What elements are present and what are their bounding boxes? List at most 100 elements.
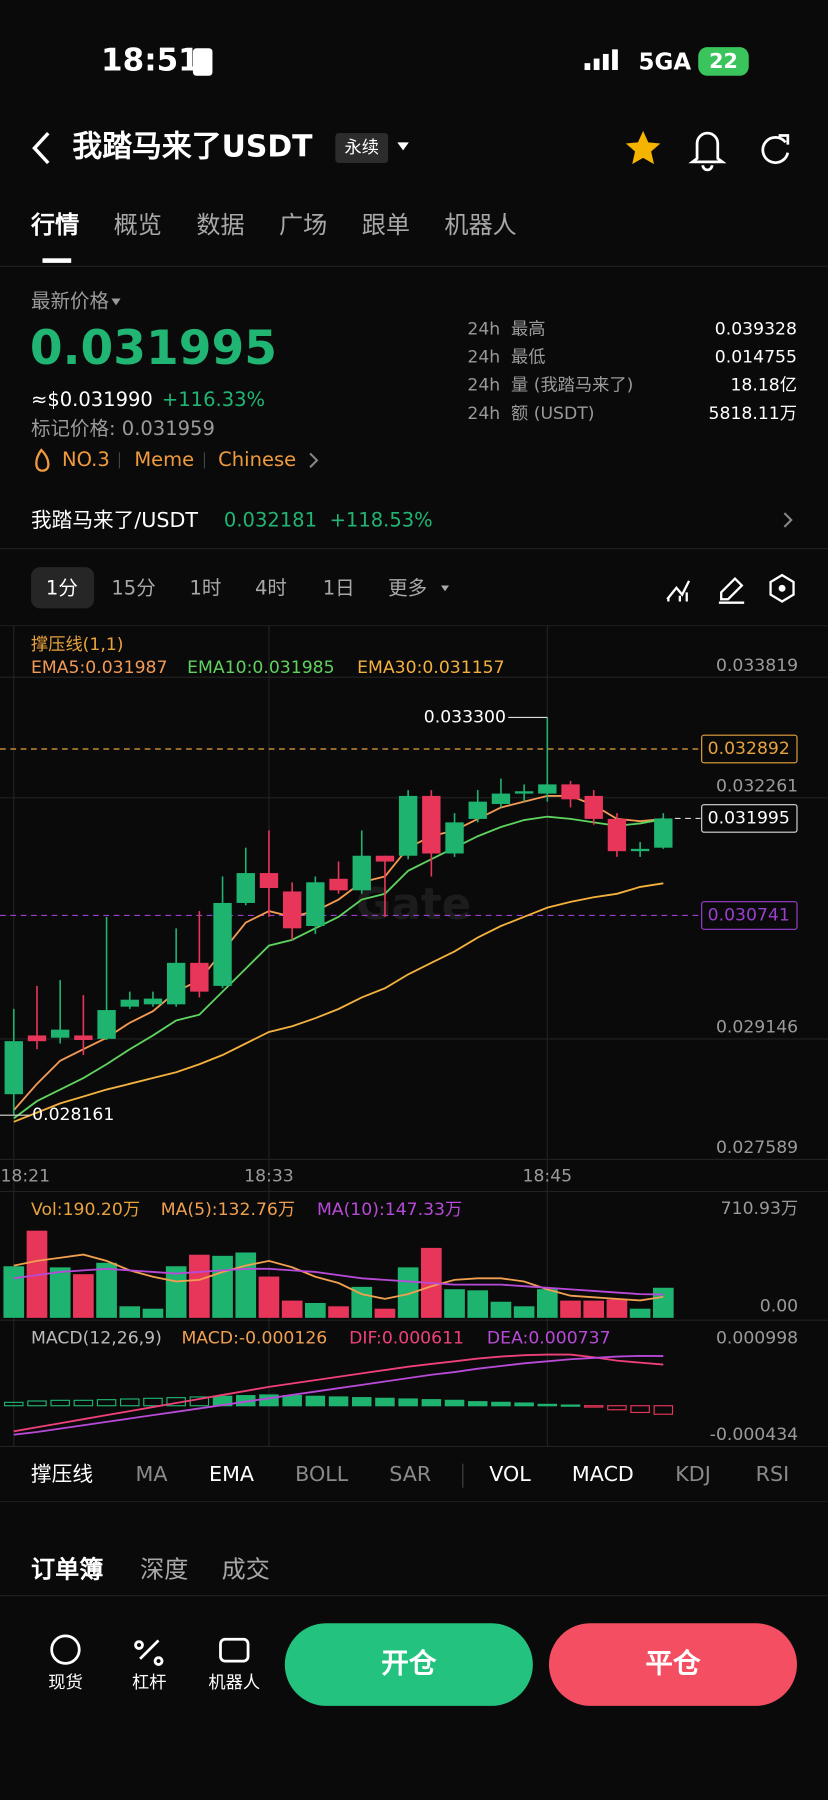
tab[interactable]: 数据 xyxy=(196,211,244,239)
volume-bar xyxy=(3,1266,25,1318)
battery xyxy=(698,47,749,76)
stat-value: 5818.11万 xyxy=(709,404,797,424)
price-level-label: 0.032892 xyxy=(708,739,790,759)
tab[interactable]: 机器人 xyxy=(444,211,516,239)
candle-body xyxy=(213,902,232,986)
open-button[interactable] xyxy=(284,1623,533,1706)
interval[interactable]: 更多 xyxy=(388,576,427,599)
spot-pair[interactable]: 我踏马来了/USDT xyxy=(31,508,198,532)
signal-icon xyxy=(584,49,618,71)
volume-bar xyxy=(212,1255,233,1318)
indicator-tab[interactable]: BOLL xyxy=(295,1462,349,1486)
draw-button[interactable] xyxy=(718,576,745,604)
x-tick-label: 18:33 xyxy=(244,1167,294,1187)
volume-bar xyxy=(606,1299,628,1318)
indicator-tab[interactable]: EMA xyxy=(209,1462,254,1486)
share-button[interactable] xyxy=(761,134,790,164)
usd-price: ≈$0.031990 xyxy=(31,388,153,411)
tag-box xyxy=(335,133,389,164)
stat-period: 24h xyxy=(467,376,500,396)
settings-dot xyxy=(778,584,786,592)
margin-icon[interactable] xyxy=(134,1639,164,1666)
macd-bar xyxy=(27,1400,47,1407)
legend-entry: Vol:190.20万 xyxy=(31,1200,140,1220)
candle-body xyxy=(375,855,395,862)
interval[interactable]: 4时 xyxy=(255,576,287,599)
candle-body xyxy=(4,1041,23,1095)
fire-icon xyxy=(35,448,50,472)
x-tick-label: 18:21 xyxy=(0,1167,50,1187)
interval[interactable]: 15分 xyxy=(111,576,155,599)
candle-body xyxy=(468,801,487,819)
tab[interactable]: 跟单 xyxy=(362,211,410,239)
favorite-star[interactable] xyxy=(625,130,661,165)
tab[interactable]: 广场 xyxy=(279,211,327,239)
tab[interactable]: 行情 xyxy=(30,211,79,239)
stat-value: 18.18亿 xyxy=(730,376,797,396)
volume-bar xyxy=(490,1301,512,1318)
candle-body xyxy=(50,1029,70,1038)
tab[interactable]: 概览 xyxy=(114,211,162,239)
volume-bar xyxy=(96,1262,117,1318)
volume-bar xyxy=(560,1300,581,1318)
interval[interactable]: 1分 xyxy=(46,576,78,599)
spot-icon[interactable] xyxy=(50,1634,81,1665)
watermark: Gate xyxy=(356,880,472,930)
stat-period: 24h xyxy=(467,348,500,368)
price-change: +116.33% xyxy=(162,388,265,411)
ema-line xyxy=(13,882,664,1123)
category-tag[interactable]: Chinese xyxy=(218,448,296,471)
chevron[interactable] xyxy=(783,512,793,528)
stat-period: 24h xyxy=(467,319,500,339)
close-label[interactable]: 平仓 xyxy=(645,1648,701,1680)
nav-label[interactable]: 现货 xyxy=(48,1673,82,1693)
volume-bar xyxy=(49,1267,71,1318)
legend-entry: EMA30:0.031157 xyxy=(357,658,504,678)
macd-bar xyxy=(444,1399,465,1407)
candle-body xyxy=(422,795,441,854)
category-tag[interactable]: Meme xyxy=(134,448,194,471)
candle-body xyxy=(630,848,650,852)
contract-tag: 永续 xyxy=(345,138,379,158)
ema-line xyxy=(13,794,664,1111)
indicator-tab[interactable]: RSI xyxy=(756,1462,790,1486)
volume-ma-line xyxy=(13,1267,664,1296)
indicator-button[interactable] xyxy=(666,580,691,602)
price-level-box xyxy=(701,734,798,764)
settings-button[interactable] xyxy=(769,573,795,603)
open-label[interactable]: 开仓 xyxy=(381,1648,437,1680)
back-button[interactable] xyxy=(32,131,50,165)
candle-body xyxy=(166,962,186,1005)
indicator-label: 撑压线(1,1) xyxy=(31,635,124,655)
bot-icon[interactable] xyxy=(219,1637,250,1663)
close-button[interactable] xyxy=(548,1623,797,1706)
indicator-tab[interactable]: SAR xyxy=(389,1462,431,1486)
volume-bar xyxy=(397,1267,419,1318)
y-tick-label: 0.029146 xyxy=(716,1017,798,1037)
nav-label[interactable]: 杠杆 xyxy=(132,1673,166,1693)
alert-bell[interactable] xyxy=(688,131,727,172)
y-tick-label: 0.027589 xyxy=(716,1138,798,1158)
indicator-tab[interactable]: 撑压线 xyxy=(31,1462,93,1486)
macd-bar xyxy=(467,1401,488,1407)
indicator-tab[interactable]: VOL xyxy=(489,1462,531,1486)
interval[interactable]: 1日 xyxy=(323,576,355,599)
book-tab[interactable]: 深度 xyxy=(140,1555,188,1583)
nav-label[interactable]: 机器人 xyxy=(208,1673,260,1693)
price-level-label: 0.031995 xyxy=(708,808,790,828)
macd-line xyxy=(13,1353,664,1433)
caret xyxy=(111,298,121,306)
volume-bar xyxy=(258,1276,280,1318)
dropdown-caret[interactable] xyxy=(397,142,409,151)
stat-label: 额 (USDT) xyxy=(511,404,594,424)
y-tick-label: -0.000434 xyxy=(710,1425,798,1445)
indicator-tab[interactable]: MACD xyxy=(572,1462,634,1486)
indicator-tab[interactable]: KDJ xyxy=(675,1462,711,1486)
interval[interactable]: 1时 xyxy=(189,576,221,599)
indicator-tab[interactable]: MA xyxy=(136,1462,168,1486)
book-tab[interactable]: 成交 xyxy=(222,1555,270,1583)
volume-bar xyxy=(374,1308,396,1318)
book-tab[interactable]: 订单簿 xyxy=(31,1555,103,1583)
battery-level: 22 xyxy=(709,49,738,73)
